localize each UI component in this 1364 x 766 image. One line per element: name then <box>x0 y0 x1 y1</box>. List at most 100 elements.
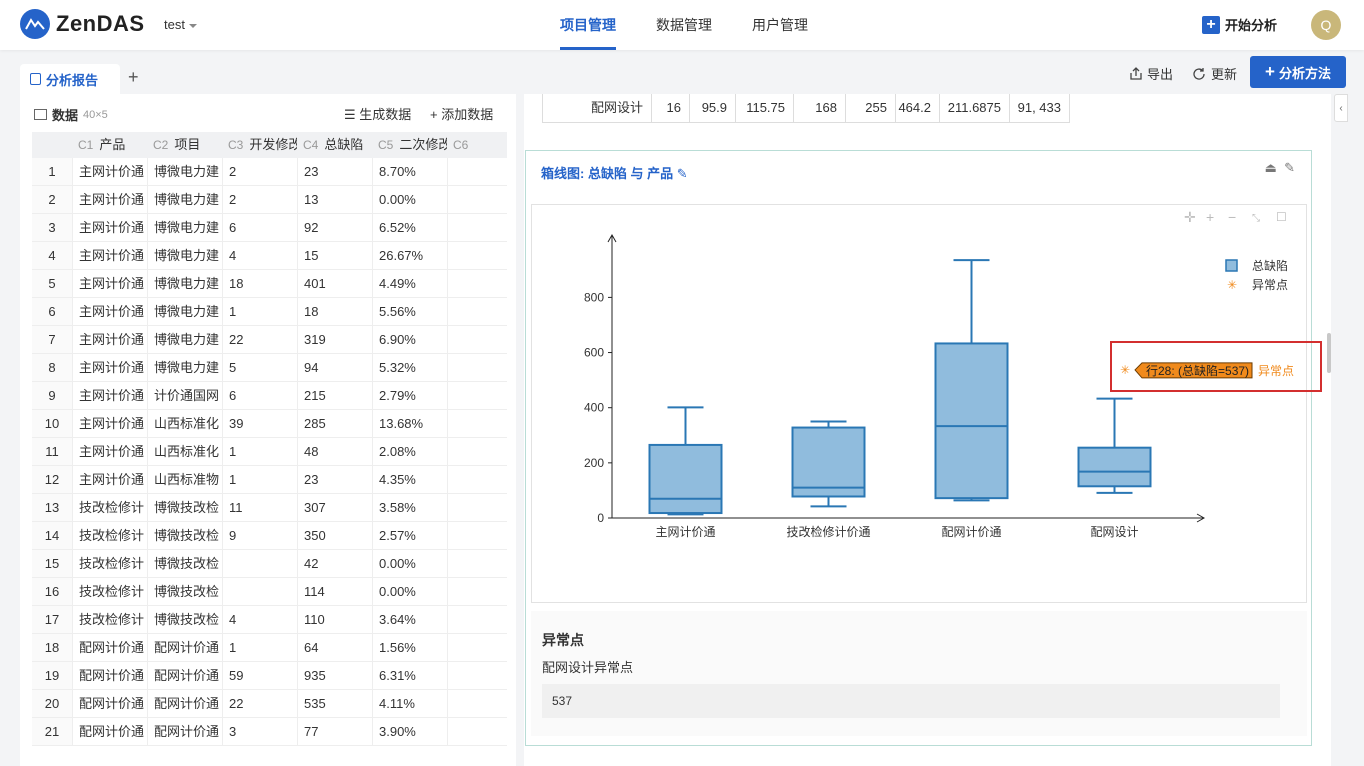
table-cell[interactable]: 5 <box>222 354 297 381</box>
zoom-out-icon[interactable]: − <box>1228 209 1236 225</box>
table-cell[interactable]: 26.67% <box>372 242 447 269</box>
table-cell[interactable]: 技改检修计 <box>72 578 147 605</box>
table-row[interactable]: 13 技改检修计 博微技改检 11 307 3.58% <box>32 494 507 522</box>
table-row[interactable]: 14 技改检修计 博微技改检 9 350 2.57% <box>32 522 507 550</box>
table-cell[interactable]: 3.58% <box>372 494 447 521</box>
table-cell[interactable]: 935 <box>297 662 372 689</box>
table-cell[interactable] <box>222 550 297 577</box>
table-cell[interactable] <box>447 522 507 549</box>
table-cell[interactable]: 2 <box>222 158 297 185</box>
table-cell[interactable]: 350 <box>297 522 372 549</box>
table-cell[interactable]: 配网计价通 <box>147 718 222 745</box>
nav-user[interactable]: 用户管理 <box>752 17 808 33</box>
table-cell[interactable]: 48 <box>297 438 372 465</box>
table-cell[interactable]: 64 <box>297 634 372 661</box>
table-cell[interactable]: 401 <box>297 270 372 297</box>
table-cell[interactable]: 3.90% <box>372 718 447 745</box>
table-cell[interactable] <box>447 158 507 185</box>
table-cell[interactable] <box>447 298 507 325</box>
table-cell[interactable] <box>447 578 507 605</box>
header-c1[interactable]: C1 产品 <box>78 137 126 152</box>
table-cell[interactable]: 42 <box>297 550 372 577</box>
table-cell[interactable]: 1 <box>222 298 297 325</box>
pencil-icon[interactable]: ✎ <box>1284 160 1295 175</box>
panel-divider[interactable] <box>516 94 524 766</box>
table-cell[interactable]: 主网计价通 <box>72 354 147 381</box>
table-cell[interactable]: 22 <box>222 326 297 353</box>
table-cell[interactable]: 1.56% <box>372 634 447 661</box>
table-cell[interactable]: 配网计价通 <box>147 662 222 689</box>
table-cell[interactable]: 4 <box>222 606 297 633</box>
table-cell[interactable]: 博微电力建 <box>147 326 222 353</box>
table-cell[interactable]: 3.64% <box>372 606 447 633</box>
table-cell[interactable] <box>222 578 297 605</box>
table-cell[interactable]: 4 <box>222 242 297 269</box>
table-cell[interactable]: 主网计价通 <box>72 410 147 437</box>
table-cell[interactable]: 6.52% <box>372 214 447 241</box>
table-cell[interactable]: 博微电力建 <box>147 298 222 325</box>
table-cell[interactable]: 博微电力建 <box>147 186 222 213</box>
table-cell[interactable]: 4.11% <box>372 690 447 717</box>
table-cell[interactable]: 0.00% <box>372 550 447 577</box>
table-cell[interactable]: 4.49% <box>372 270 447 297</box>
table-cell[interactable]: 307 <box>297 494 372 521</box>
table-cell[interactable]: 23 <box>297 158 372 185</box>
table-cell[interactable]: 山西标准化 <box>147 410 222 437</box>
save-icon[interactable]: ☐ <box>1276 210 1287 224</box>
table-cell[interactable]: 92 <box>297 214 372 241</box>
workspace-select[interactable]: test <box>164 17 197 32</box>
table-cell[interactable] <box>447 186 507 213</box>
table-cell[interactable] <box>447 466 507 493</box>
table-cell[interactable]: 主网计价通 <box>72 466 147 493</box>
table-cell[interactable] <box>447 662 507 689</box>
table-cell[interactable]: 3 <box>222 718 297 745</box>
table-cell[interactable]: 94 <box>297 354 372 381</box>
table-cell[interactable]: 15 <box>297 242 372 269</box>
table-cell[interactable] <box>447 382 507 409</box>
table-cell[interactable]: 博微技改检 <box>147 578 222 605</box>
table-row[interactable]: 21 配网计价通 配网计价通 3 77 3.90% <box>32 718 507 746</box>
table-cell[interactable]: 18 <box>222 270 297 297</box>
table-cell[interactable]: 博微电力建 <box>147 214 222 241</box>
table-cell[interactable] <box>447 550 507 577</box>
table-cell[interactable]: 博微电力建 <box>147 354 222 381</box>
header-c4[interactable]: C4 总缺陷 <box>303 137 364 152</box>
table-cell[interactable] <box>447 242 507 269</box>
table-cell[interactable]: 主网计价通 <box>72 242 147 269</box>
table-row[interactable]: 8 主网计价通 博微电力建 5 94 5.32% <box>32 354 507 382</box>
table-cell[interactable]: 技改检修计 <box>72 606 147 633</box>
move-icon[interactable]: ✛ <box>1184 209 1196 225</box>
table-cell[interactable] <box>447 438 507 465</box>
table-cell[interactable]: 4.35% <box>372 466 447 493</box>
table-cell[interactable] <box>447 270 507 297</box>
header-c3[interactable]: C3 开发修改 <box>228 137 297 152</box>
table-cell[interactable]: 1 <box>222 466 297 493</box>
collapse-icon[interactable]: ⏏ <box>1264 160 1277 175</box>
brand-logo[interactable]: ZenDAS <box>20 9 145 39</box>
table-row[interactable]: 19 配网计价通 配网计价通 59 935 6.31% <box>32 662 507 690</box>
nav-project[interactable]: 项目管理 <box>540 0 636 50</box>
table-cell[interactable]: 59 <box>222 662 297 689</box>
table-cell[interactable]: 主网计价通 <box>72 382 147 409</box>
nav-data[interactable]: 数据管理 <box>656 17 712 33</box>
table-cell[interactable]: 2.79% <box>372 382 447 409</box>
table-cell[interactable] <box>447 494 507 521</box>
export-button[interactable]: 导出 <box>1129 64 1173 83</box>
add-tab-button[interactable]: + <box>128 67 139 87</box>
table-cell[interactable]: 6.90% <box>372 326 447 353</box>
table-cell[interactable]: 2 <box>222 186 297 213</box>
table-cell[interactable]: 技改检修计 <box>72 522 147 549</box>
table-cell[interactable]: 215 <box>297 382 372 409</box>
table-cell[interactable]: 配网计价通 <box>147 690 222 717</box>
table-row[interactable]: 15 技改检修计 博微技改检 42 0.00% <box>32 550 507 578</box>
table-row[interactable]: 1 主网计价通 博微电力建 2 23 8.70% <box>32 158 507 186</box>
table-cell[interactable]: 主网计价通 <box>72 186 147 213</box>
table-cell[interactable]: 285 <box>297 410 372 437</box>
table-row[interactable]: 20 配网计价通 配网计价通 22 535 4.11% <box>32 690 507 718</box>
table-cell[interactable]: 主网计价通 <box>72 298 147 325</box>
table-cell[interactable]: 18 <box>297 298 372 325</box>
table-cell[interactable]: 主网计价通 <box>72 438 147 465</box>
table-cell[interactable]: 博微电力建 <box>147 242 222 269</box>
table-cell[interactable]: 主网计价通 <box>72 270 147 297</box>
header-c2[interactable]: C2 项目 <box>153 137 201 152</box>
